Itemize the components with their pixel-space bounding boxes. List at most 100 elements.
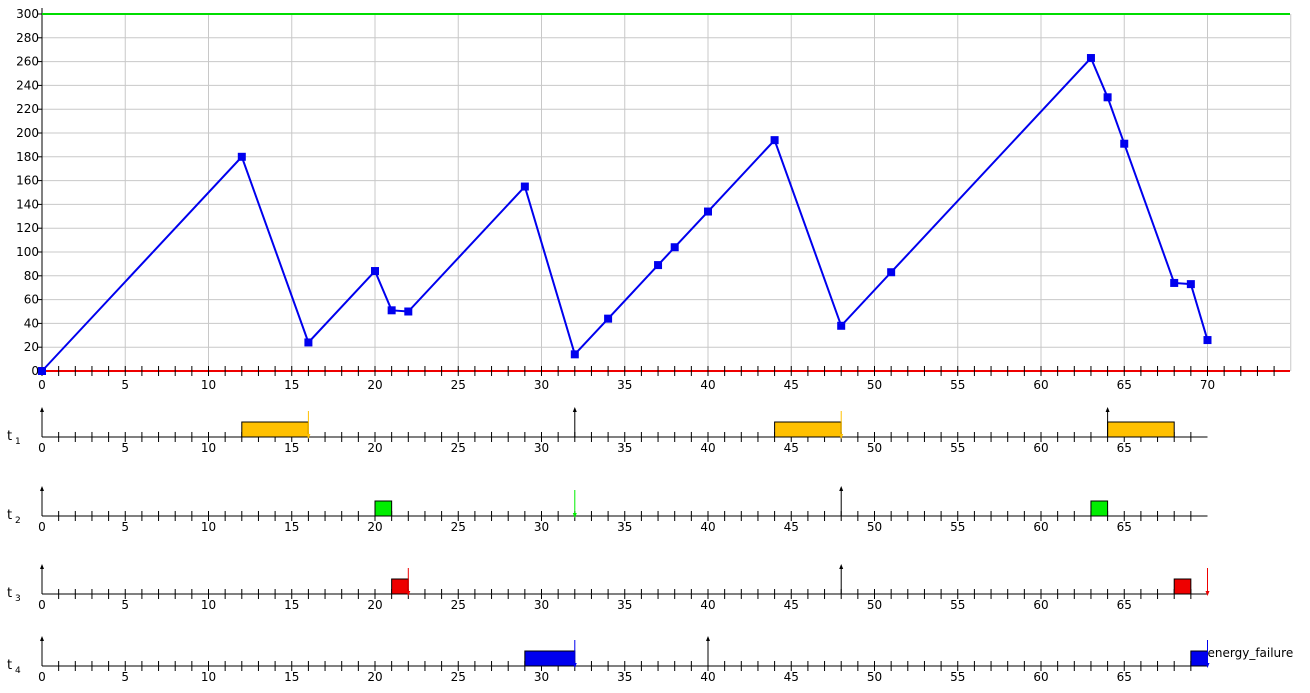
timeline-tick-label: 55 (950, 520, 965, 534)
y-tick-label: 260 (16, 55, 39, 69)
deadline-arrowhead (572, 663, 577, 668)
energy-data-point (887, 268, 896, 277)
deadline-arrowhead (1205, 591, 1210, 596)
timeline-tick-label: 40 (700, 520, 715, 534)
y-tick-label: 300 (16, 7, 39, 21)
energy-data-point (520, 182, 529, 191)
y-tick-label: 160 (16, 174, 39, 188)
release-arrowhead (40, 486, 44, 491)
job-execution-box (1107, 421, 1175, 438)
deadline-arrowhead (1205, 663, 1210, 668)
x-tick-label: 45 (784, 378, 799, 392)
timeline-tick-label: 65 (1117, 441, 1132, 455)
timeline-tick-label: 65 (1117, 598, 1132, 612)
release-arrowhead (839, 486, 844, 491)
timeline-tick-label: 0 (38, 520, 46, 534)
timeline-tick-label: 50 (867, 598, 882, 612)
timeline-tick-label: 60 (1033, 520, 1048, 534)
timeline-tick-label: 20 (367, 598, 382, 612)
y-tick-label: 20 (24, 340, 39, 354)
energy-data-point (371, 267, 379, 276)
x-tick-label: 20 (367, 378, 382, 392)
timeline-tick-label: 65 (1117, 670, 1132, 684)
deadline-arrowhead (839, 434, 844, 439)
task-label: t (7, 586, 12, 601)
timeline-tick-label: 25 (451, 441, 466, 455)
timeline-tick-label: 35 (617, 520, 632, 534)
timeline-tick-label: 60 (1033, 670, 1048, 684)
x-tick-label: 25 (451, 378, 466, 392)
y-tick-label: 180 (16, 150, 39, 164)
timeline-tick-label: 65 (1117, 520, 1132, 534)
timeline-tick-label: 5 (121, 441, 129, 455)
timeline-tick-label: 5 (121, 598, 129, 612)
x-tick-label: 35 (617, 378, 632, 392)
timeline-tick-label: 40 (700, 670, 715, 684)
y-tick-label: 220 (16, 102, 39, 116)
x-tick-label: 0 (38, 378, 46, 392)
timeline-tick-label: 25 (451, 520, 466, 534)
timeline-tick-label: 30 (534, 441, 549, 455)
deadline-arrowhead (306, 434, 311, 439)
timeline-tick-label: 45 (784, 670, 799, 684)
timeline-tick-label: 20 (367, 670, 382, 684)
timeline-tick-label: 5 (121, 670, 129, 684)
energy-data-point (38, 367, 46, 375)
energy-data-point (654, 261, 663, 270)
timeline-tick-label: 40 (700, 441, 715, 455)
y-tick-label: 40 (24, 316, 39, 330)
y-tick-label: 280 (16, 31, 39, 45)
energy-data-point (237, 152, 246, 161)
release-arrowhead (1105, 407, 1110, 412)
energy-data-point (704, 207, 712, 216)
timeline-tick-label: 35 (617, 441, 632, 455)
energy-data-point (837, 321, 846, 330)
timeline-tick-label: 20 (367, 520, 382, 534)
timeline-tick-label: 45 (784, 441, 799, 455)
y-tick-label: 60 (24, 293, 39, 307)
timeline-tick-label: 25 (451, 670, 466, 684)
job-execution-box (1173, 578, 1192, 595)
deadline-arrowhead (406, 591, 411, 596)
timeline-tick-label: 20 (367, 441, 382, 455)
timeline-tick-label: 10 (201, 670, 216, 684)
energy-data-point (387, 306, 396, 315)
y-tick-label: 120 (16, 221, 39, 235)
timeline-tick-label: 55 (950, 598, 965, 612)
timeline-tick-label: 35 (617, 670, 632, 684)
timeline-tick-label: 50 (867, 520, 882, 534)
energy-data-point (604, 314, 613, 323)
task-label-subscript: 4 (15, 666, 21, 676)
job-execution-box (391, 578, 409, 595)
energy-data-point (404, 307, 413, 316)
timeline-tick-label: 15 (284, 441, 299, 455)
task-label-subscript: 2 (15, 516, 21, 526)
timeline-tick-label: 30 (534, 598, 549, 612)
timeline-tick-label: 25 (451, 598, 466, 612)
task-label-subscript: 1 (15, 437, 21, 447)
task-label-subscript: 3 (15, 594, 21, 604)
energy-data-point (1103, 93, 1112, 102)
release-arrowhead (40, 636, 44, 641)
y-tick-label: 140 (16, 197, 39, 211)
release-arrowhead (40, 407, 44, 412)
y-tick-label: 240 (16, 78, 39, 92)
energy-data-point (1203, 336, 1212, 345)
x-tick-label: 60 (1033, 378, 1048, 392)
release-arrowhead (706, 636, 710, 641)
y-tick-label: 0 (31, 364, 39, 378)
x-tick-label: 10 (201, 378, 216, 392)
release-arrowhead (572, 407, 577, 412)
job-execution-box (374, 500, 393, 517)
timeline-tick-label: 60 (1033, 441, 1048, 455)
task-label: t (7, 429, 12, 444)
timeline-tick-label: 50 (867, 441, 882, 455)
energy-failure-annotation: energy_failure (1208, 646, 1294, 660)
x-tick-label: 70 (1200, 378, 1215, 392)
energy-data-point (304, 338, 313, 347)
timeline-tick-label: 40 (700, 598, 715, 612)
timeline-tick-label: 0 (38, 670, 46, 684)
timeline-tick-label: 15 (284, 670, 299, 684)
timeline-tick-label: 60 (1033, 598, 1048, 612)
